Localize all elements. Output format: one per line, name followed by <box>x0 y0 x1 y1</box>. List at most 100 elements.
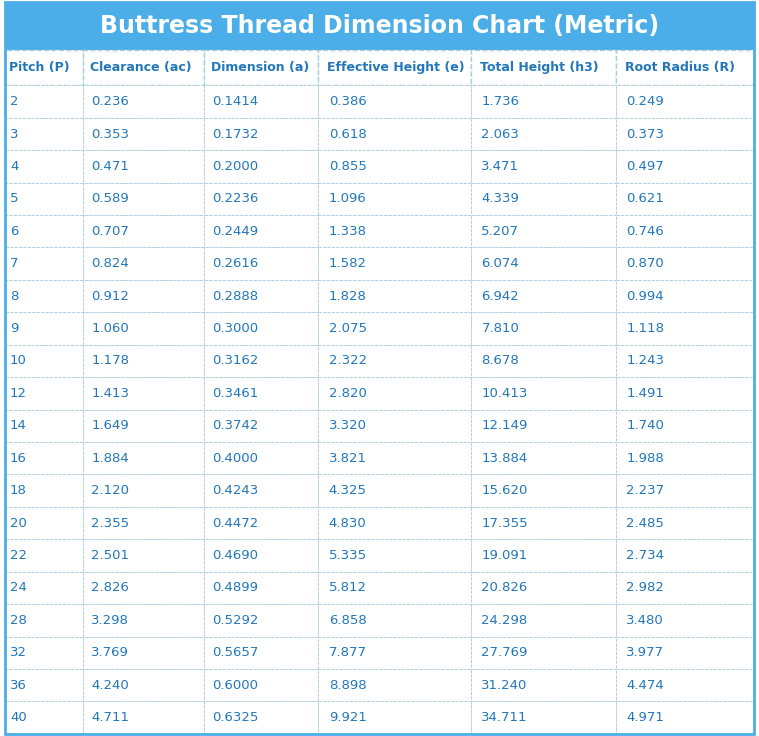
Text: 1.413: 1.413 <box>91 387 129 400</box>
Text: 3.977: 3.977 <box>626 646 664 659</box>
Text: 0.5657: 0.5657 <box>212 646 258 659</box>
Bar <box>471 475 616 507</box>
Text: 24: 24 <box>10 581 27 595</box>
Bar <box>318 312 471 344</box>
Bar <box>83 85 204 118</box>
Bar <box>616 312 754 344</box>
Text: Dimension (a): Dimension (a) <box>211 61 309 74</box>
Bar <box>204 247 318 280</box>
Text: 0.4243: 0.4243 <box>212 484 258 497</box>
Bar <box>318 475 471 507</box>
Bar <box>83 50 204 85</box>
Text: 9: 9 <box>10 322 18 335</box>
Text: 0.1732: 0.1732 <box>212 127 259 141</box>
Text: 1.118: 1.118 <box>626 322 664 335</box>
Bar <box>616 85 754 118</box>
Text: Buttress Thread Dimension Chart (Metric): Buttress Thread Dimension Chart (Metric) <box>100 14 659 38</box>
Text: 0.2449: 0.2449 <box>212 224 258 238</box>
Text: 0.855: 0.855 <box>329 160 367 173</box>
Text: 0.249: 0.249 <box>626 95 664 108</box>
Text: 4.325: 4.325 <box>329 484 367 497</box>
Text: 4: 4 <box>10 160 18 173</box>
Text: 0.746: 0.746 <box>626 224 664 238</box>
Text: 5.207: 5.207 <box>481 224 519 238</box>
Bar <box>204 669 318 701</box>
Bar <box>471 50 616 85</box>
Bar <box>471 669 616 701</box>
Text: 1.338: 1.338 <box>329 224 367 238</box>
Bar <box>204 280 318 312</box>
Bar <box>318 507 471 539</box>
Text: 0.589: 0.589 <box>91 192 129 205</box>
Text: 0.2888: 0.2888 <box>212 289 258 302</box>
Bar <box>616 701 754 734</box>
Text: 12: 12 <box>10 387 27 400</box>
Text: 2.237: 2.237 <box>626 484 664 497</box>
Text: 0.5292: 0.5292 <box>212 614 258 627</box>
Bar <box>318 85 471 118</box>
Bar <box>616 118 754 150</box>
Bar <box>471 118 616 150</box>
Bar <box>616 442 754 475</box>
Text: 2.063: 2.063 <box>481 127 519 141</box>
Bar <box>204 183 318 215</box>
Bar <box>5 2 754 50</box>
Bar <box>616 344 754 377</box>
Bar <box>318 410 471 442</box>
Bar <box>616 669 754 701</box>
Bar <box>471 247 616 280</box>
Bar <box>204 507 318 539</box>
Bar <box>204 118 318 150</box>
Bar <box>204 312 318 344</box>
Text: 3.821: 3.821 <box>329 452 367 464</box>
Bar <box>5 50 83 85</box>
Text: 19.091: 19.091 <box>481 549 528 562</box>
Text: 0.497: 0.497 <box>626 160 664 173</box>
Bar <box>471 572 616 604</box>
Bar <box>204 475 318 507</box>
Bar <box>5 85 83 118</box>
Bar <box>616 572 754 604</box>
Bar <box>471 701 616 734</box>
Text: 17.355: 17.355 <box>481 517 528 530</box>
Text: 1.060: 1.060 <box>91 322 129 335</box>
Bar <box>83 312 204 344</box>
Text: 3: 3 <box>10 127 18 141</box>
Text: 14: 14 <box>10 420 27 432</box>
Text: 6.942: 6.942 <box>481 289 519 302</box>
Text: 10: 10 <box>10 355 27 367</box>
Text: 1.828: 1.828 <box>329 289 367 302</box>
Bar <box>616 637 754 669</box>
Text: 1.096: 1.096 <box>329 192 367 205</box>
Text: 3.298: 3.298 <box>91 614 129 627</box>
Text: 6: 6 <box>10 224 18 238</box>
Bar <box>318 572 471 604</box>
Text: 9.921: 9.921 <box>329 711 367 724</box>
Text: Total Height (h3): Total Height (h3) <box>480 61 599 74</box>
Bar <box>318 118 471 150</box>
Bar <box>318 637 471 669</box>
Bar <box>5 637 83 669</box>
Bar <box>616 183 754 215</box>
Text: 0.373: 0.373 <box>626 127 664 141</box>
Text: Clearance (ac): Clearance (ac) <box>90 61 191 74</box>
Bar <box>83 539 204 572</box>
Text: 8: 8 <box>10 289 18 302</box>
Bar <box>318 669 471 701</box>
Text: 6.074: 6.074 <box>481 257 519 270</box>
Text: 4.971: 4.971 <box>626 711 664 724</box>
Bar <box>616 410 754 442</box>
Text: 7.877: 7.877 <box>329 646 367 659</box>
Text: 0.870: 0.870 <box>626 257 664 270</box>
Text: 0.471: 0.471 <box>91 160 129 173</box>
Text: 1.740: 1.740 <box>626 420 664 432</box>
Bar <box>5 344 83 377</box>
Bar <box>471 85 616 118</box>
Bar <box>83 669 204 701</box>
Bar <box>5 280 83 312</box>
Text: 0.6000: 0.6000 <box>212 679 258 692</box>
Bar <box>471 344 616 377</box>
Bar <box>616 507 754 539</box>
Text: 0.2236: 0.2236 <box>212 192 258 205</box>
Text: 0.1414: 0.1414 <box>212 95 258 108</box>
